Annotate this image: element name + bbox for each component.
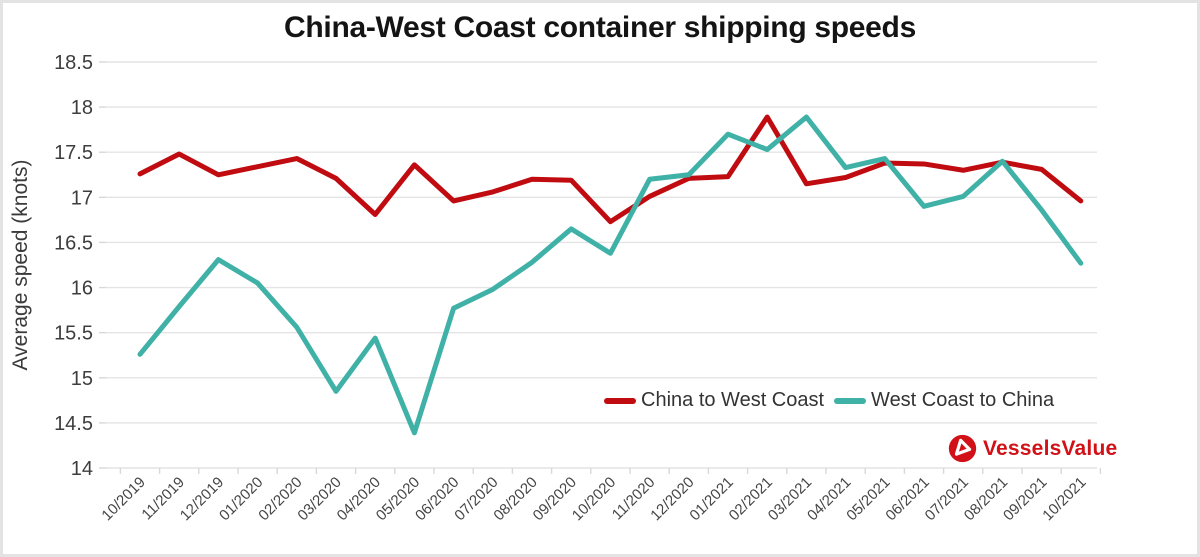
y-tick-label: 15.5 <box>54 323 93 345</box>
vesselsvalue-logo-icon <box>948 434 977 463</box>
legend-swatch-red-line <box>604 397 636 404</box>
logo-triangle <box>954 438 972 456</box>
y-tick-label: 14.5 <box>54 413 93 435</box>
y-tick-label: 15 <box>71 368 93 390</box>
legend-item-west-coast-to-china: West Coast to China <box>834 389 1054 412</box>
x-tick-label: 10/2021 <box>1039 474 1089 524</box>
y-tick-label: 17 <box>71 187 93 209</box>
y-tick-label: 16 <box>71 278 93 300</box>
series-line-0 <box>137 114 1084 225</box>
x-tick-label: 10/2020 <box>569 474 619 524</box>
logo-circle <box>948 434 977 463</box>
y-tick-label: 14 <box>71 458 93 480</box>
legend: China to West Coast West Coast to China <box>604 389 1054 412</box>
y-tick-label: 17.5 <box>54 142 93 164</box>
y-tick-label: 18.5 <box>54 52 93 74</box>
series-line-1 <box>137 114 1084 436</box>
legend-label-west-coast-to-china: West Coast to China <box>871 389 1055 411</box>
legend-item-china-to-west-coast: China to West Coast <box>604 389 824 412</box>
legend-swatch-teal-line <box>834 397 867 404</box>
legend-label-china-to-west-coast: China to West Coast <box>641 389 825 411</box>
chart-title: China-West Coast container shipping spee… <box>284 11 916 44</box>
vesselsvalue-logo-text: VesselsValue <box>983 436 1118 460</box>
x-tick-label: 10/2019 <box>98 474 148 524</box>
y-axis-title: Average speed (knots) <box>9 160 32 371</box>
vesselsvalue-logo: VesselsValue <box>948 434 1117 463</box>
y-tick-label: 16.5 <box>54 232 93 254</box>
y-tick-label: 18 <box>71 97 93 119</box>
